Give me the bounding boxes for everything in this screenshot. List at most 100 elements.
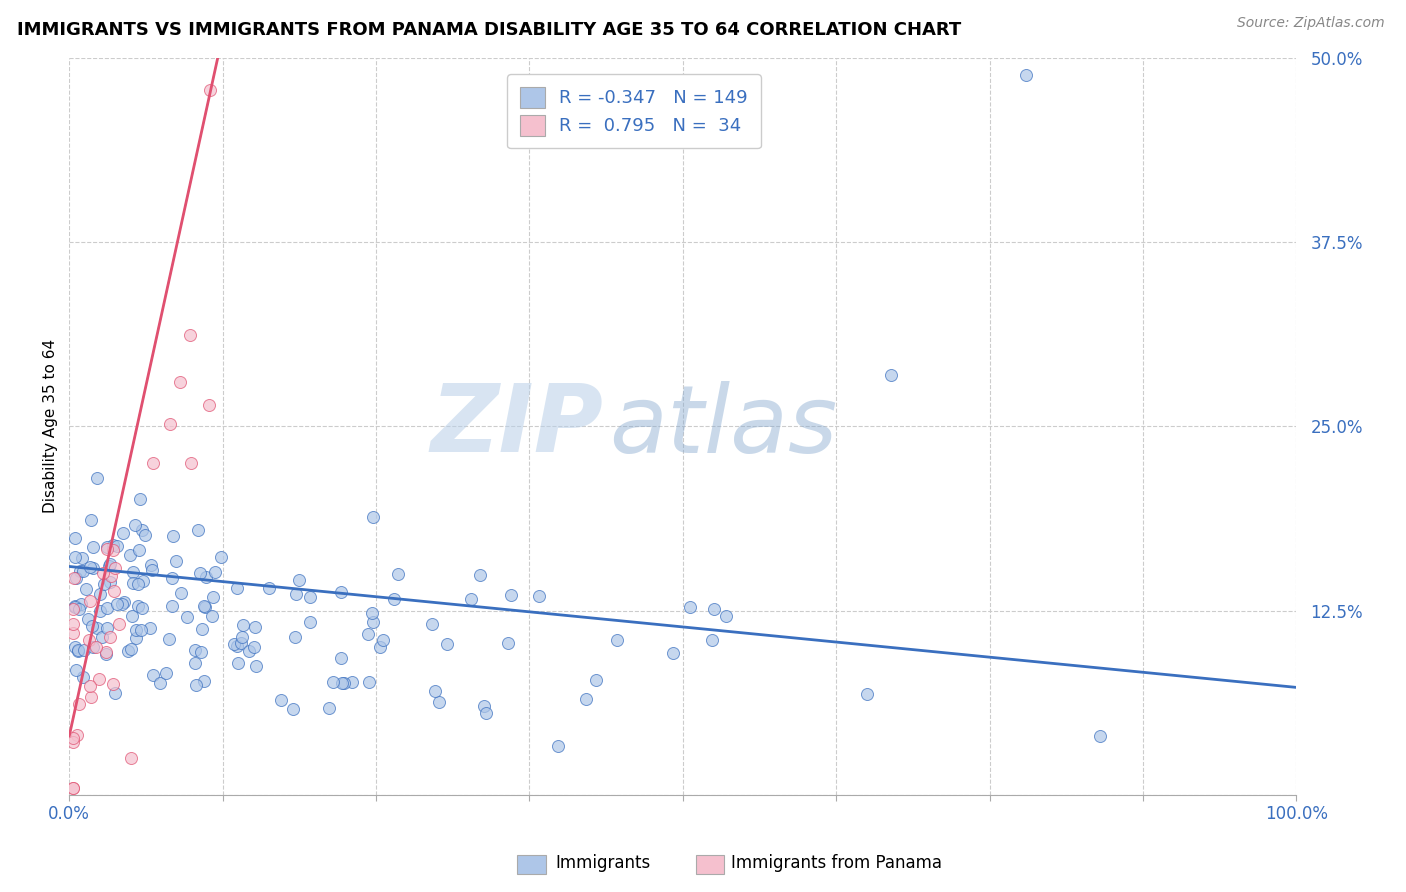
Point xyxy=(134,528,156,542)
Point xyxy=(66,643,89,657)
Point xyxy=(356,627,378,641)
Point xyxy=(103,677,125,691)
Point xyxy=(112,595,135,609)
Point xyxy=(475,706,498,720)
Point xyxy=(104,686,127,700)
Point xyxy=(499,588,522,602)
Point xyxy=(184,656,207,670)
Point xyxy=(703,602,725,616)
Point xyxy=(98,559,121,574)
Point xyxy=(245,659,267,673)
Point xyxy=(298,615,321,629)
Point xyxy=(65,550,87,565)
Point xyxy=(86,621,108,635)
Point xyxy=(191,622,214,636)
Point xyxy=(69,565,91,579)
Point xyxy=(65,599,87,614)
Point xyxy=(77,612,100,626)
Point xyxy=(202,590,225,604)
Point xyxy=(139,558,162,573)
Point xyxy=(105,598,128,612)
Point xyxy=(169,375,191,389)
Point xyxy=(111,598,134,612)
Text: Source: ZipAtlas.com: Source: ZipAtlas.com xyxy=(1237,16,1385,30)
Point xyxy=(84,640,107,655)
Point xyxy=(80,619,103,633)
Text: ZIP: ZIP xyxy=(430,380,603,473)
Point xyxy=(79,679,101,693)
Point xyxy=(139,621,162,635)
Point xyxy=(80,513,103,527)
Point xyxy=(62,734,84,748)
Point xyxy=(82,540,104,554)
Point xyxy=(193,599,215,614)
Point xyxy=(330,676,353,690)
Point xyxy=(107,616,129,631)
Point xyxy=(129,624,152,638)
Point xyxy=(856,687,879,701)
Point xyxy=(183,643,205,657)
Point xyxy=(72,564,94,578)
Point xyxy=(194,600,217,615)
Point xyxy=(662,646,685,660)
Point xyxy=(702,633,724,648)
Point xyxy=(93,577,115,591)
Point xyxy=(128,543,150,558)
Point xyxy=(201,609,224,624)
Point xyxy=(62,780,84,795)
Point xyxy=(425,684,447,698)
Point xyxy=(103,584,125,599)
Point xyxy=(468,568,491,582)
Text: Immigrants: Immigrants xyxy=(555,855,651,872)
Point xyxy=(361,606,384,620)
Point xyxy=(190,645,212,659)
Point xyxy=(193,673,215,688)
Point xyxy=(79,560,101,574)
Point xyxy=(141,563,163,577)
Point xyxy=(527,589,550,603)
Point xyxy=(679,600,702,615)
Point xyxy=(226,581,249,595)
Point xyxy=(132,574,155,588)
Point xyxy=(298,590,321,604)
Point xyxy=(180,456,202,470)
Point xyxy=(75,582,97,596)
Point xyxy=(142,456,165,470)
Point xyxy=(96,540,118,554)
Point xyxy=(880,368,903,382)
Point xyxy=(65,640,87,654)
Point xyxy=(226,639,249,653)
Point xyxy=(574,691,596,706)
Point xyxy=(104,561,127,575)
Point xyxy=(96,600,118,615)
Point xyxy=(66,728,89,742)
Point xyxy=(65,663,87,677)
Point xyxy=(131,523,153,537)
Point xyxy=(89,604,111,618)
Point xyxy=(120,751,142,765)
Point xyxy=(361,615,384,630)
Point xyxy=(62,780,84,795)
Point xyxy=(420,617,443,632)
Point xyxy=(436,636,458,650)
Point xyxy=(232,618,254,632)
Point xyxy=(157,632,180,647)
Point xyxy=(72,670,94,684)
Point xyxy=(209,549,232,564)
Point xyxy=(160,599,183,613)
Text: Immigrants from Panama: Immigrants from Panama xyxy=(731,855,942,872)
Text: atlas: atlas xyxy=(609,381,838,472)
Point xyxy=(127,577,149,591)
Text: IMMIGRANTS VS IMMIGRANTS FROM PANAMA DISABILITY AGE 35 TO 64 CORRELATION CHART: IMMIGRANTS VS IMMIGRANTS FROM PANAMA DIS… xyxy=(17,21,962,38)
Point xyxy=(118,548,141,562)
Point xyxy=(100,568,122,582)
Point xyxy=(96,647,118,661)
Point xyxy=(149,676,172,690)
Point xyxy=(245,620,267,634)
Point xyxy=(288,573,311,587)
Point xyxy=(257,581,280,595)
Point xyxy=(117,644,139,658)
Point xyxy=(121,565,143,579)
Point xyxy=(131,601,153,615)
Point xyxy=(284,631,307,645)
